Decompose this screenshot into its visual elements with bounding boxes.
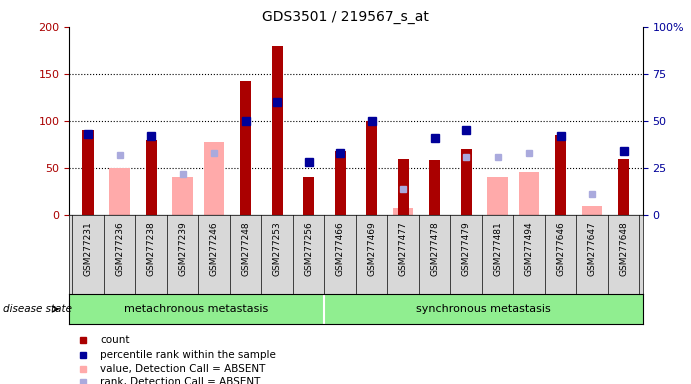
Text: GSM277256: GSM277256 [304, 221, 313, 276]
Bar [240, 81, 251, 215]
Bar [172, 177, 193, 215]
Text: metachronous metastasis: metachronous metastasis [124, 304, 269, 314]
Bar [82, 131, 93, 215]
Text: GDS3501 / 219567_s_at: GDS3501 / 219567_s_at [262, 10, 429, 23]
Bar [429, 161, 440, 215]
Text: GSM277647: GSM277647 [588, 221, 597, 276]
Text: synchronous metastasis: synchronous metastasis [416, 304, 551, 314]
Text: GSM277477: GSM277477 [399, 221, 408, 276]
Text: rank, Detection Call = ABSENT: rank, Detection Call = ABSENT [100, 377, 261, 384]
Bar [555, 135, 566, 215]
Bar [461, 149, 472, 215]
Bar [272, 46, 283, 215]
Text: disease state: disease state [3, 304, 73, 314]
Bar [582, 206, 603, 215]
Bar [519, 172, 540, 215]
Text: GSM277646: GSM277646 [556, 221, 565, 276]
Text: GSM277248: GSM277248 [241, 221, 250, 276]
Text: GSM277236: GSM277236 [115, 221, 124, 276]
Text: GSM277479: GSM277479 [462, 221, 471, 276]
Text: count: count [100, 335, 130, 345]
Text: value, Detection Call = ABSENT: value, Detection Call = ABSENT [100, 364, 265, 374]
Text: GSM277253: GSM277253 [272, 221, 282, 276]
Text: GSM277466: GSM277466 [336, 221, 345, 276]
Bar [109, 168, 130, 215]
Bar [366, 121, 377, 215]
Bar [204, 142, 225, 215]
Text: GSM277648: GSM277648 [619, 221, 628, 276]
Text: GSM277246: GSM277246 [209, 221, 218, 276]
Text: GSM277239: GSM277239 [178, 221, 187, 276]
Bar [334, 151, 346, 215]
Text: percentile rank within the sample: percentile rank within the sample [100, 350, 276, 360]
Bar [487, 177, 508, 215]
Text: GSM277481: GSM277481 [493, 221, 502, 276]
Text: GSM277494: GSM277494 [524, 221, 533, 276]
Text: GSM277478: GSM277478 [430, 221, 439, 276]
Bar [397, 159, 408, 215]
Text: GSM277231: GSM277231 [84, 221, 93, 276]
Bar [303, 177, 314, 215]
Bar [618, 159, 630, 215]
Text: GSM277238: GSM277238 [146, 221, 155, 276]
Text: GSM277469: GSM277469 [367, 221, 376, 276]
Bar [146, 140, 157, 215]
Bar [393, 207, 413, 215]
